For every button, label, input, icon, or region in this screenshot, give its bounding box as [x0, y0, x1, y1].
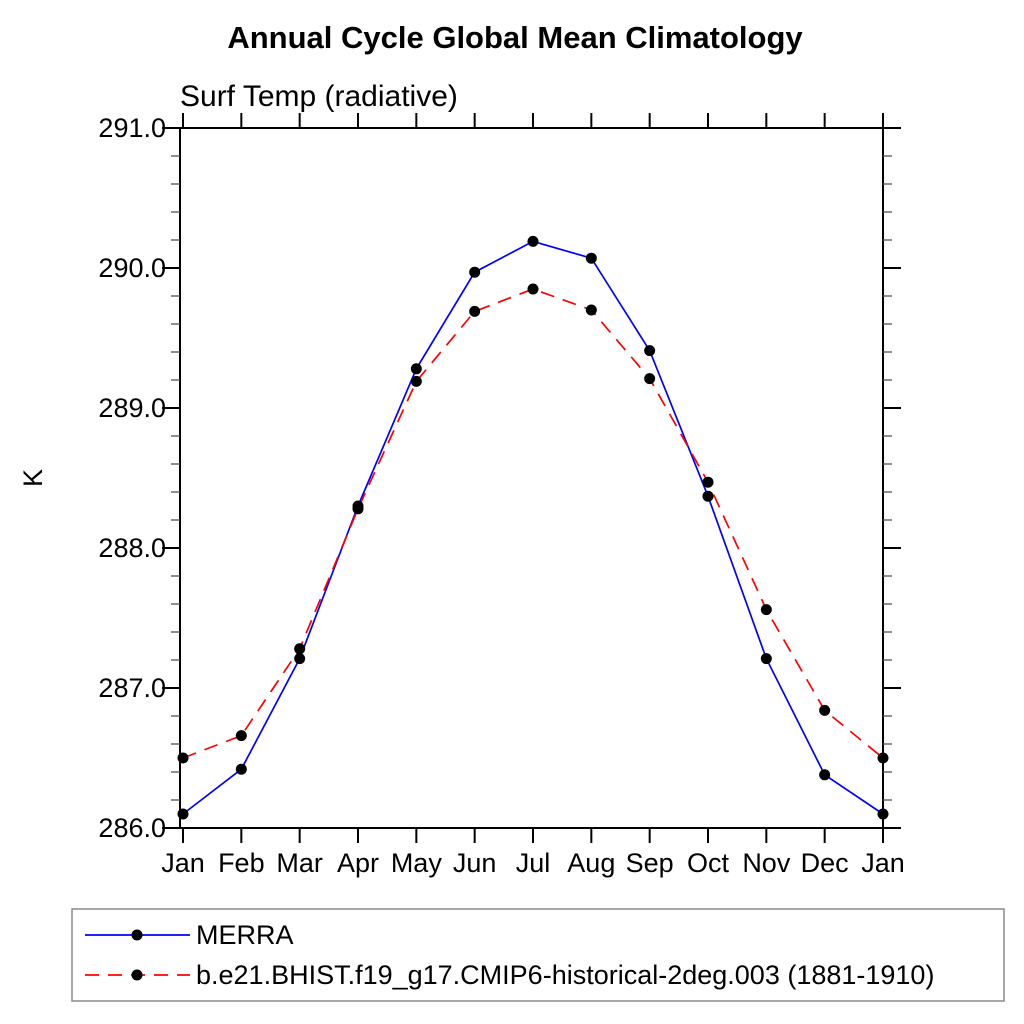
axes-layer: 286.0 287.0 288.0 289.0 290.0 291.0 Jan Feb Mar A…	[98, 113, 905, 878]
y-tick-label: 288.0	[98, 533, 166, 563]
data-point-marker	[294, 653, 306, 665]
data-point-marker	[644, 345, 656, 357]
data-point-marker	[760, 653, 772, 665]
x-tick-label: Mar	[276, 848, 323, 878]
data-point-marker	[877, 752, 889, 764]
x-tick-label: Oct	[687, 848, 730, 878]
x-tick-label: Apr	[337, 848, 379, 878]
legend-marker-model-icon	[131, 969, 143, 981]
series-line-1	[182, 288, 884, 759]
x-tick-label: Nov	[742, 848, 791, 878]
data-point-marker	[177, 752, 189, 764]
series-line-0	[182, 240, 884, 815]
y-tick-label: 286.0	[98, 813, 166, 843]
x-tick-label: Dec	[801, 848, 849, 878]
data-point-marker	[177, 808, 189, 820]
data-point-marker	[469, 266, 481, 278]
x-tick-label: Jan	[161, 848, 205, 878]
data-point-marker	[819, 704, 831, 716]
data-point-marker	[702, 490, 714, 502]
x-tick-label: Jan	[861, 848, 905, 878]
legend-label-model: b.e21.BHIST.f19_g17.CMIP6-historical-2de…	[196, 960, 934, 990]
legend-box	[71, 908, 1005, 1002]
x-tick-label: Aug	[567, 848, 615, 878]
x-tick-label: Sep	[626, 848, 674, 878]
y-axis-label: K	[18, 469, 48, 487]
x-tick-label: May	[391, 848, 443, 878]
y-tick-label: 287.0	[98, 673, 166, 703]
legend: MERRA b.e21.BHIST.f19_g17.CMIP6-historic…	[71, 908, 1005, 1002]
data-point-marker	[644, 373, 656, 385]
x-tick-label: Jun	[453, 848, 497, 878]
series-layer	[177, 235, 889, 820]
data-point-marker	[410, 363, 422, 375]
data-point-marker	[527, 283, 539, 295]
plot-frame	[179, 127, 884, 829]
data-point-marker	[819, 769, 831, 781]
y-tick-label: 291.0	[98, 113, 166, 143]
data-point-marker	[410, 375, 422, 387]
data-point-marker	[702, 476, 714, 488]
data-point-marker	[760, 604, 772, 616]
data-point-marker	[527, 235, 539, 247]
y-tick-label: 290.0	[98, 253, 166, 283]
legend-label-merra: MERRA	[196, 920, 294, 950]
legend-marker-merra-icon	[131, 929, 143, 941]
data-point-marker	[235, 730, 247, 742]
y-tick-label: 289.0	[98, 393, 166, 423]
data-point-marker	[877, 808, 889, 820]
chart-title: Annual Cycle Global Mean Climatology	[227, 20, 803, 55]
data-point-marker	[469, 305, 481, 317]
data-point-marker	[352, 503, 364, 515]
chart-subtitle: Surf Temp (radiative)	[180, 80, 458, 113]
data-point-marker	[235, 763, 247, 775]
data-point-marker	[294, 643, 306, 655]
data-point-marker	[585, 252, 597, 264]
x-tick-label: Feb	[218, 848, 265, 878]
x-tick-label: Jul	[516, 848, 551, 878]
data-point-marker	[585, 304, 597, 316]
